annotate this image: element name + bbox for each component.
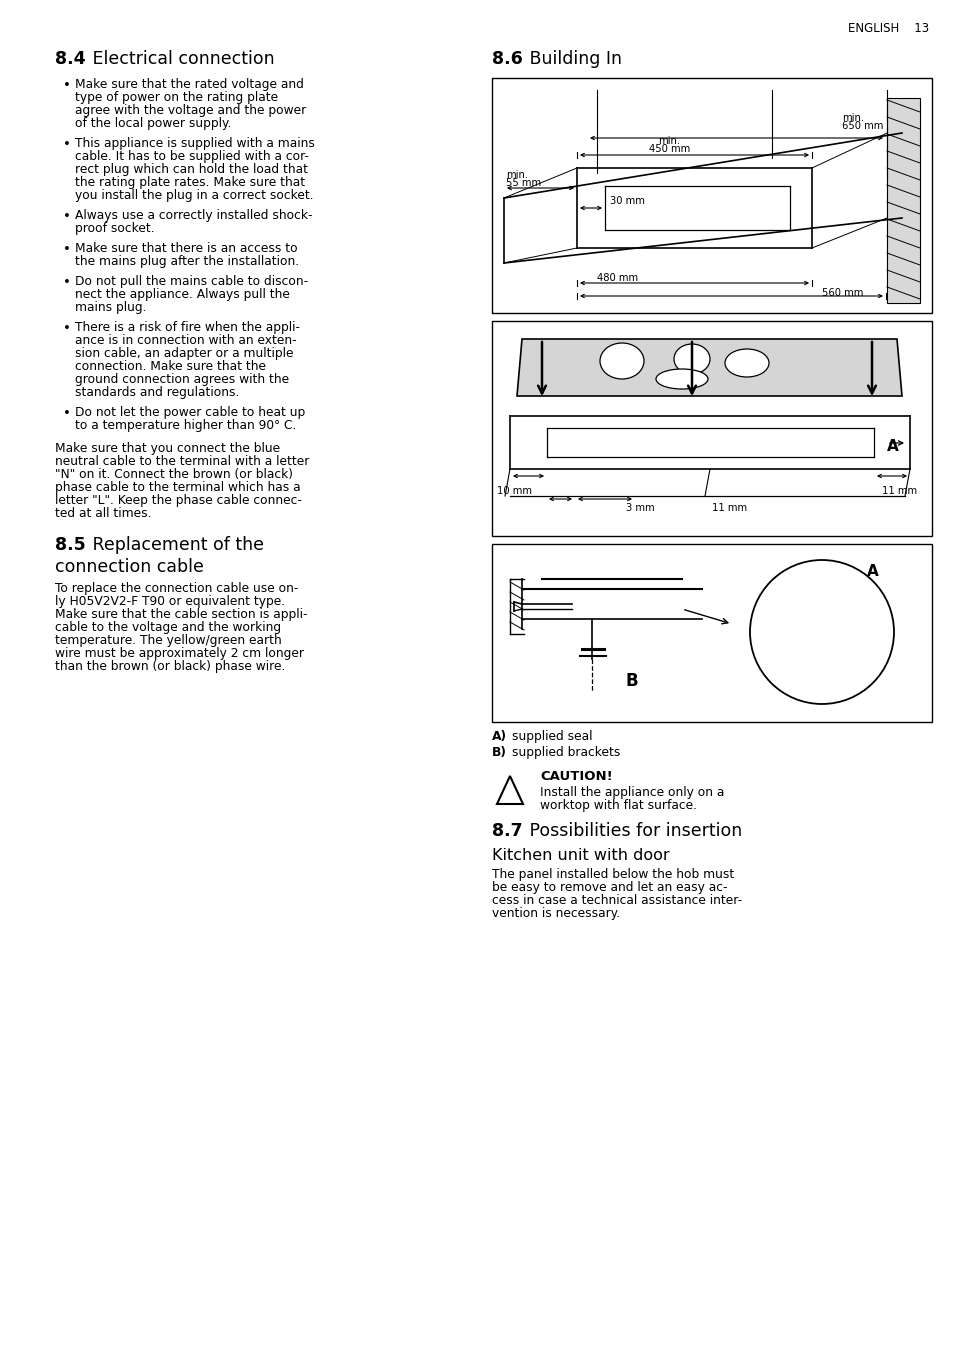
- Ellipse shape: [673, 343, 709, 375]
- Text: Kitchen unit with door: Kitchen unit with door: [492, 848, 669, 863]
- Text: standards and regulations.: standards and regulations.: [75, 387, 239, 399]
- Text: •: •: [63, 276, 71, 289]
- Text: letter "L". Keep the phase cable connec-: letter "L". Keep the phase cable connec-: [55, 493, 301, 507]
- Text: B): B): [492, 746, 506, 758]
- Text: type of power on the rating plate: type of power on the rating plate: [75, 91, 278, 104]
- Text: phase cable to the terminal which has a: phase cable to the terminal which has a: [55, 481, 300, 493]
- Text: connection cable: connection cable: [55, 558, 204, 576]
- Text: cable to the voltage and the working: cable to the voltage and the working: [55, 621, 281, 634]
- Ellipse shape: [656, 369, 707, 389]
- Text: 8.4: 8.4: [55, 50, 86, 68]
- Text: Make sure that the rated voltage and: Make sure that the rated voltage and: [75, 78, 304, 91]
- Text: the rating plate rates. Make sure that: the rating plate rates. Make sure that: [75, 176, 305, 189]
- Text: ENGLISH    13: ENGLISH 13: [847, 22, 928, 35]
- Text: nect the appliance. Always pull the: nect the appliance. Always pull the: [75, 288, 290, 301]
- Ellipse shape: [724, 349, 768, 377]
- Text: !: !: [506, 780, 513, 794]
- Text: connection. Make sure that the: connection. Make sure that the: [75, 360, 266, 373]
- Bar: [886, 97, 919, 303]
- Text: •: •: [63, 322, 71, 335]
- Text: mains plug.: mains plug.: [75, 301, 147, 314]
- Text: sion cable, an adapter or a multiple: sion cable, an adapter or a multiple: [75, 347, 294, 360]
- Text: A): A): [492, 730, 506, 744]
- Polygon shape: [517, 339, 901, 396]
- Text: 480 mm: 480 mm: [597, 273, 638, 283]
- Text: To replace the connection cable use on-: To replace the connection cable use on-: [55, 581, 298, 595]
- Text: "N" on it. Connect the brown (or black): "N" on it. Connect the brown (or black): [55, 468, 293, 481]
- Text: min.: min.: [505, 170, 528, 180]
- Bar: [492, 78, 931, 314]
- Bar: [821, 360, 831, 366]
- Text: Make sure that there is an access to: Make sure that there is an access to: [75, 242, 297, 256]
- Text: 11 mm: 11 mm: [711, 503, 746, 512]
- Text: the mains plug after the installation.: the mains plug after the installation.: [75, 256, 299, 268]
- Text: A: A: [866, 564, 878, 579]
- Text: 8.5: 8.5: [55, 535, 86, 554]
- Text: 3 mm: 3 mm: [625, 503, 654, 512]
- Text: temperature. The yellow/green earth: temperature. The yellow/green earth: [55, 634, 281, 648]
- Text: 560 mm: 560 mm: [821, 288, 862, 297]
- Text: Always use a correctly installed shock-: Always use a correctly installed shock-: [75, 210, 313, 222]
- Text: •: •: [63, 407, 71, 420]
- Text: Do not pull the mains cable to discon-: Do not pull the mains cable to discon-: [75, 274, 308, 288]
- Text: 11 mm: 11 mm: [882, 485, 916, 496]
- Text: There is a risk of fire when the appli-: There is a risk of fire when the appli-: [75, 320, 299, 334]
- Text: ted at all times.: ted at all times.: [55, 507, 152, 521]
- Text: worktop with flat surface.: worktop with flat surface.: [539, 799, 697, 813]
- Text: agree with the voltage and the power: agree with the voltage and the power: [75, 104, 306, 118]
- Text: vention is necessary.: vention is necessary.: [492, 907, 619, 919]
- Text: Install the appliance only on a: Install the appliance only on a: [539, 786, 723, 799]
- Bar: [863, 360, 873, 366]
- Text: min.: min.: [658, 137, 679, 146]
- Text: Electrical connection: Electrical connection: [87, 50, 274, 68]
- Text: ly H05V2V2-F T90 or equivalent type.: ly H05V2V2-F T90 or equivalent type.: [55, 595, 285, 608]
- Text: than the brown (or black) phase wire.: than the brown (or black) phase wire.: [55, 660, 285, 673]
- Text: CAUTION!: CAUTION!: [539, 771, 612, 783]
- Text: 450 mm: 450 mm: [648, 145, 689, 154]
- Polygon shape: [497, 776, 522, 804]
- Text: •: •: [63, 243, 71, 256]
- Text: supplied brackets: supplied brackets: [512, 746, 619, 758]
- Text: min.: min.: [841, 114, 863, 123]
- Text: be easy to remove and let an easy ac-: be easy to remove and let an easy ac-: [492, 882, 727, 894]
- Text: 30 mm: 30 mm: [609, 196, 644, 206]
- Text: 55 mm: 55 mm: [505, 178, 540, 188]
- Text: 8.7: 8.7: [492, 822, 522, 840]
- Text: proof socket.: proof socket.: [75, 222, 154, 235]
- Text: •: •: [63, 78, 71, 92]
- Bar: [492, 544, 931, 722]
- Text: you install the plug in a correct socket.: you install the plug in a correct socket…: [75, 189, 314, 201]
- Text: Possibilities for insertion: Possibilities for insertion: [523, 822, 741, 840]
- Text: The panel installed below the hob must: The panel installed below the hob must: [492, 868, 734, 882]
- Text: of the local power supply.: of the local power supply.: [75, 118, 232, 130]
- Text: B: B: [625, 672, 638, 690]
- Text: Replacement of the: Replacement of the: [87, 535, 264, 554]
- Text: wire must be approximately 2 cm longer: wire must be approximately 2 cm longer: [55, 648, 304, 660]
- Text: ground connection agrees with the: ground connection agrees with the: [75, 373, 289, 387]
- Bar: [849, 360, 859, 366]
- Text: •: •: [63, 138, 71, 151]
- Text: ance is in connection with an exten-: ance is in connection with an exten-: [75, 334, 296, 347]
- Text: supplied seal: supplied seal: [512, 730, 592, 744]
- Ellipse shape: [599, 343, 643, 379]
- Text: 10 mm: 10 mm: [497, 485, 532, 496]
- Circle shape: [749, 560, 893, 704]
- Text: 650 mm: 650 mm: [841, 120, 882, 131]
- Text: Do not let the power cable to heat up: Do not let the power cable to heat up: [75, 406, 305, 419]
- Text: to a temperature higher than 90° C.: to a temperature higher than 90° C.: [75, 419, 296, 433]
- Text: neutral cable to the terminal with a letter: neutral cable to the terminal with a let…: [55, 456, 309, 468]
- Bar: [835, 360, 845, 366]
- Text: 8.6: 8.6: [492, 50, 522, 68]
- Text: cable. It has to be supplied with a cor-: cable. It has to be supplied with a cor-: [75, 150, 309, 164]
- Text: Building In: Building In: [523, 50, 621, 68]
- Bar: [492, 320, 931, 535]
- Text: Make sure that the cable section is appli-: Make sure that the cable section is appl…: [55, 608, 307, 621]
- Text: This appliance is supplied with a mains: This appliance is supplied with a mains: [75, 137, 314, 150]
- Text: A: A: [886, 439, 898, 454]
- Text: Make sure that you connect the blue: Make sure that you connect the blue: [55, 442, 280, 456]
- Text: •: •: [63, 210, 71, 223]
- Text: rect plug which can hold the load that: rect plug which can hold the load that: [75, 164, 308, 176]
- Text: cess in case a technical assistance inter-: cess in case a technical assistance inte…: [492, 894, 741, 907]
